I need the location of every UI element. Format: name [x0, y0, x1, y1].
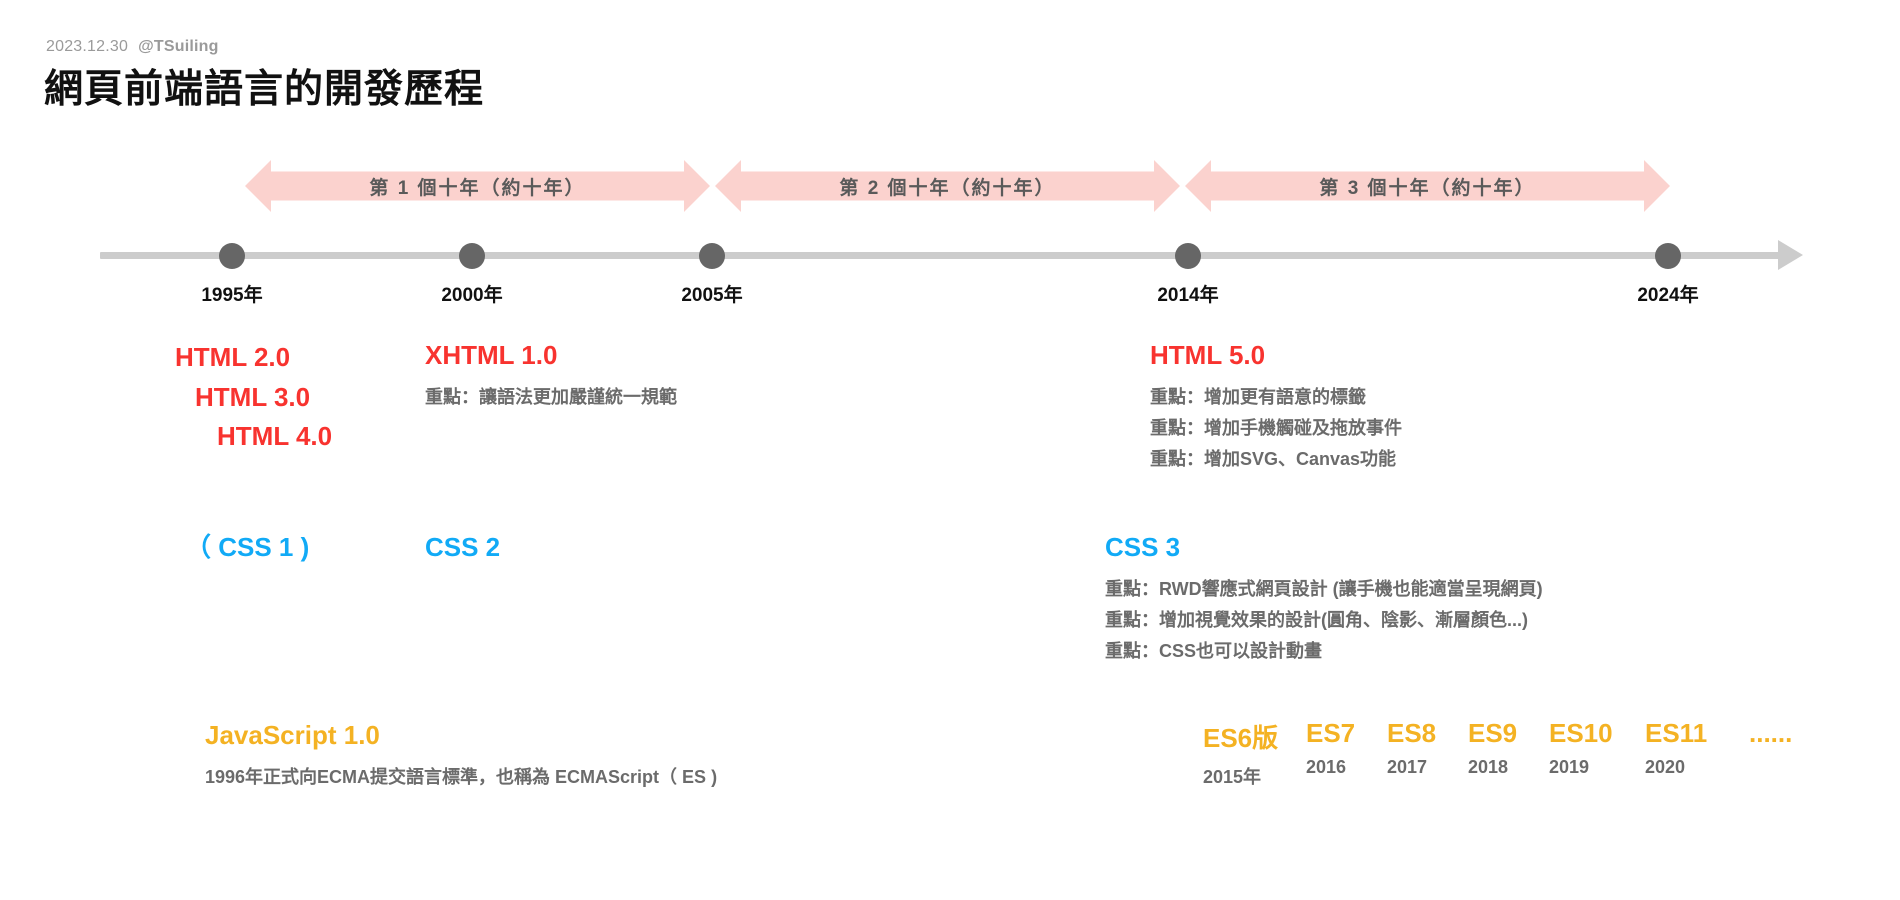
- meta-handle: @TSuiling: [138, 38, 219, 55]
- es-year-7: 2016: [1306, 757, 1347, 777]
- html5-title: HTML 5.0: [1150, 340, 1266, 370]
- decade-band-2-label: 第 2 個十年（約十年）: [839, 177, 1056, 199]
- decade-band-2: 第 2 個十年（約十年）: [715, 160, 1180, 212]
- es-item-8: ES8 2017: [1387, 718, 1468, 778]
- xhtml-title: XHTML 1.0: [425, 340, 558, 370]
- es-name-6: ES6版: [1203, 723, 1279, 753]
- css3-note-3: 重點：CSS也可以設計動畫: [1105, 640, 1323, 661]
- meta-date: 2023.12.30: [46, 38, 129, 55]
- timeline-arrow-icon: [1778, 240, 1803, 270]
- html-version-3: HTML 3.0: [195, 381, 311, 412]
- es-year-9: 2018: [1468, 757, 1509, 777]
- css3-note-1: 重點：RWD響應式網頁設計 (讓手機也能適當呈現網頁): [1105, 578, 1543, 599]
- decade-band-group: 第 1 個十年（約十年） 第 2 個十年（約十年） 第 3 個十年（約十年）: [0, 160, 1900, 212]
- es-item-10: ES10 2019: [1549, 718, 1645, 778]
- es-year-11: 2020: [1645, 757, 1686, 777]
- es-name-10: ES10: [1549, 718, 1613, 748]
- es-item-7: ES7 2016: [1306, 718, 1387, 778]
- decade-band-3: 第 3 個十年（約十年）: [1185, 160, 1670, 212]
- timeline-label-2000: 2000年: [441, 285, 503, 306]
- timeline-dot-2000: [459, 243, 485, 269]
- es-item-9: ES9 2018: [1468, 718, 1549, 778]
- es-versions-row: ES6版 2015年 ES7 2016 ES8 2017 ES9 2018 ES…: [1203, 718, 1792, 789]
- timeline-label-2005: 2005年: [681, 285, 743, 306]
- page-title: 網頁前端語言的開發歷程: [44, 68, 485, 111]
- es-name-8: ES8: [1387, 718, 1437, 748]
- css3-block: CSS 3 重點：RWD響應式網頁設計 (讓手機也能適當呈現網頁) 重點：增加視…: [1105, 530, 1543, 667]
- timeline-label-2024: 2024年: [1637, 285, 1699, 306]
- decade-band-1: 第 1 個十年（約十年）: [245, 160, 710, 212]
- css2-title: CSS 2: [425, 532, 501, 562]
- html5-note-2: 重點：增加手機觸碰及拖放事件: [1150, 417, 1402, 438]
- decade-band-3-label: 第 3 個十年（約十年）: [1319, 177, 1536, 199]
- css3-title: CSS 3: [1105, 532, 1181, 562]
- css3-note-2: 重點：增加視覺效果的設計(圓角、陰影、漸層顏色...): [1105, 609, 1528, 630]
- timeline-dot-2005: [699, 243, 725, 269]
- timeline-label-2014: 2014年: [1157, 285, 1219, 306]
- es-year-10: 2019: [1549, 757, 1590, 777]
- es-name-9: ES9: [1468, 718, 1518, 748]
- html5-note-1: 重點：增加更有語意的標籤: [1150, 386, 1366, 407]
- timeline-dot-2014: [1175, 243, 1201, 269]
- es-name-11: ES11: [1645, 718, 1708, 748]
- es-item-6: ES6版 2015年: [1203, 718, 1306, 789]
- javascript-title: JavaScript 1.0: [205, 720, 380, 750]
- timeline-axis-line: [100, 252, 1780, 259]
- html5-note-3: 重點：增加SVG、Canvas功能: [1150, 448, 1397, 469]
- timeline-dot-1995: [219, 243, 245, 269]
- es-item-more: ......: [1749, 718, 1792, 749]
- es-more-dots: ......: [1749, 718, 1793, 748]
- xhtml-block: XHTML 1.0 重點：讓語法更加嚴謹統一規範: [425, 338, 677, 413]
- html5-block: HTML 5.0 重點：增加更有語意的標籤 重點：增加手機觸碰及拖放事件 重點：…: [1150, 338, 1402, 475]
- css1-title: （ CSS 1 ): [185, 532, 310, 562]
- timeline-dot-2024: [1655, 243, 1681, 269]
- timeline-label-1995: 1995年: [201, 285, 263, 306]
- meta-line: 2023.12.30 @TSuiling: [46, 38, 219, 56]
- es-year-6: 2015年: [1203, 767, 1262, 787]
- es-year-8: 2017: [1387, 757, 1428, 777]
- xhtml-note: 重點：讓語法更加嚴謹統一規範: [425, 386, 677, 407]
- es-name-7: ES7: [1306, 718, 1356, 748]
- es-item-11: ES11 2020: [1645, 718, 1749, 778]
- javascript-note: 1996年正式向ECMA提交語言標準，也稱為 ECMAScript（ ES ): [205, 766, 718, 787]
- javascript-block: JavaScript 1.0 1996年正式向ECMA提交語言標準，也稱為 EC…: [205, 718, 717, 793]
- html-early-versions: HTML 2.0 HTML 3.0 HTML 4.0: [175, 338, 332, 457]
- html-version-4: HTML 4.0: [217, 421, 333, 452]
- html-version-2: HTML 2.0: [175, 342, 291, 372]
- decade-band-1-label: 第 1 個十年（約十年）: [369, 177, 586, 199]
